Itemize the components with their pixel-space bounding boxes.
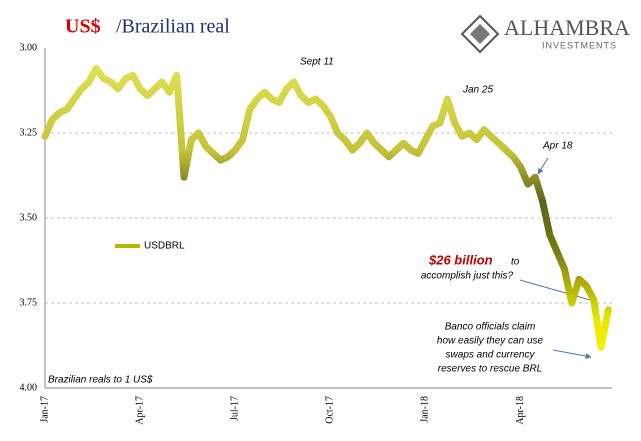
x-tick-label: Apr-17 [134, 396, 145, 425]
logo: ALHAMBRA INVESTMENTS [460, 14, 630, 54]
x-tick-label: Jan-18 [420, 396, 431, 423]
arrow [552, 349, 592, 359]
x-tick-label: Oct-17 [325, 396, 336, 424]
logo-name: ALHAMBRA [504, 15, 630, 40]
annotation: swaps and currency [446, 350, 536, 361]
legend-label: USDBRL [144, 241, 185, 252]
logo-tagline: INVESTMENTS [542, 40, 617, 50]
annotation: how easily they can use [437, 336, 544, 347]
y-tick-label: 3.25 [20, 127, 38, 138]
y-axis-label: Brazilian reals to 1 US$ [48, 375, 153, 386]
y-tick-label: 3.75 [20, 297, 38, 308]
line [41, 64, 612, 351]
y-tick-label: 4.00 [20, 382, 38, 393]
y-tick-label: 3.00 [20, 42, 38, 53]
annotation: Jan 25 [462, 85, 493, 96]
arrow [537, 157, 549, 175]
arrow [519, 279, 598, 304]
x-tick-label: Jan-17 [39, 396, 50, 423]
annotation: Apr 18 [542, 141, 573, 152]
title-b: /Brazilian real [116, 16, 230, 38]
annotation: to [511, 257, 520, 268]
title-a: US$ [65, 16, 101, 38]
annotation: reserves to rescue BRL [438, 364, 543, 375]
x-tick-label: Jul-17 [230, 396, 241, 421]
annotation: Banco officials claim [445, 322, 536, 333]
x-tick-label: Apr-18 [515, 396, 526, 425]
y-tick-label: 3.50 [20, 212, 38, 223]
annotation: accomplish just this? [421, 271, 514, 282]
annotation: Sept 11 [300, 57, 334, 68]
annotation: $26 billion [428, 252, 493, 267]
